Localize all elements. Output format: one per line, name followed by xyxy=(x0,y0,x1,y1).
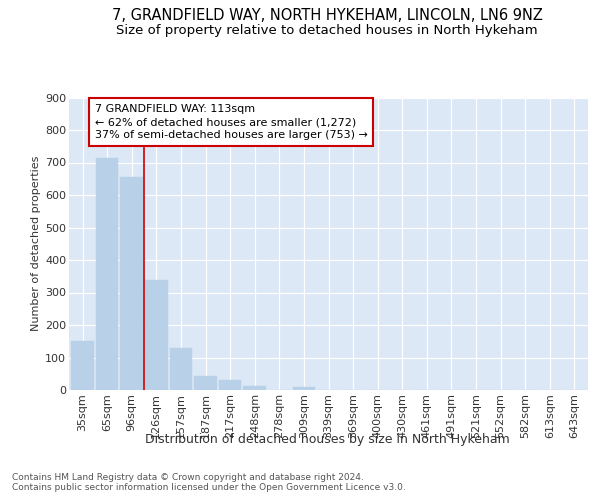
Bar xyxy=(293,387,315,390)
Text: Distribution of detached houses by size in North Hykeham: Distribution of detached houses by size … xyxy=(145,432,509,446)
Bar xyxy=(194,376,217,390)
Bar xyxy=(219,380,241,390)
Bar xyxy=(96,158,118,390)
Y-axis label: Number of detached properties: Number of detached properties xyxy=(31,156,41,332)
Text: Contains HM Land Registry data © Crown copyright and database right 2024.: Contains HM Land Registry data © Crown c… xyxy=(12,472,364,482)
Text: 7, GRANDFIELD WAY, NORTH HYKEHAM, LINCOLN, LN6 9NZ: 7, GRANDFIELD WAY, NORTH HYKEHAM, LINCOL… xyxy=(112,8,542,22)
Bar xyxy=(170,348,192,390)
Text: Contains public sector information licensed under the Open Government Licence v3: Contains public sector information licen… xyxy=(12,484,406,492)
Bar xyxy=(121,177,143,390)
Bar xyxy=(71,340,94,390)
Bar xyxy=(244,386,266,390)
Text: Size of property relative to detached houses in North Hykeham: Size of property relative to detached ho… xyxy=(116,24,538,37)
Bar xyxy=(145,280,167,390)
Text: 7 GRANDFIELD WAY: 113sqm
← 62% of detached houses are smaller (1,272)
37% of sem: 7 GRANDFIELD WAY: 113sqm ← 62% of detach… xyxy=(95,104,368,141)
